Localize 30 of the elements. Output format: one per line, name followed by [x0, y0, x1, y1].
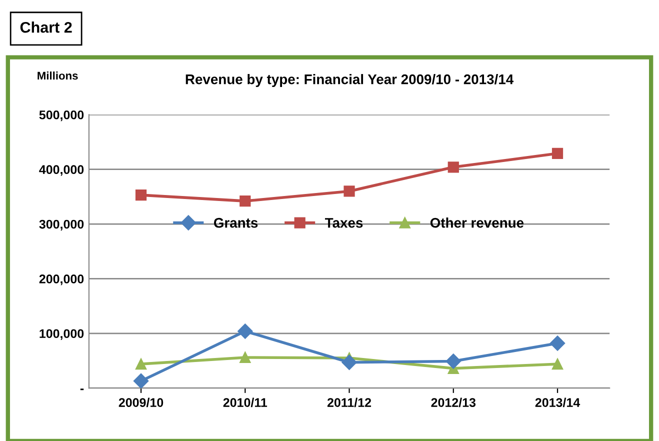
point	[552, 148, 564, 160]
point	[238, 324, 253, 339]
legend-label: Other revenue	[430, 218, 524, 228]
y-axis-title: Millions	[38, 71, 78, 80]
point	[342, 354, 357, 370]
legend-label: Taxes	[324, 218, 363, 228]
legend-label: Grants	[214, 218, 258, 228]
point	[446, 354, 461, 369]
point	[344, 186, 355, 197]
x-tick-label: 2010/11	[223, 398, 268, 408]
y-tick-label: 100,000	[40, 329, 84, 340]
x-tick-label: 2009/10	[118, 398, 164, 408]
point	[550, 336, 566, 351]
x-tick-label: 2013/14	[535, 398, 580, 408]
point	[135, 358, 147, 370]
point	[240, 196, 251, 207]
y-tick-label: 300,000	[39, 220, 84, 230]
caption: Chart 2	[20, 22, 72, 33]
point	[240, 352, 251, 364]
y-tick-label: -	[80, 388, 84, 390]
x-tick-label: 2011/12	[327, 398, 372, 408]
point	[133, 373, 149, 388]
y-tick-label: 400,000	[39, 165, 84, 176]
y-tick-label: 200,000	[39, 274, 84, 286]
y-tick-label: 500,000	[39, 110, 84, 122]
point	[552, 358, 564, 370]
x-tick-label: 2012/13	[431, 398, 476, 408]
chart-title: Revenue by type: Financial Year 2009/10 - 2013/14	[186, 74, 514, 87]
point	[135, 189, 147, 201]
point	[448, 162, 459, 173]
